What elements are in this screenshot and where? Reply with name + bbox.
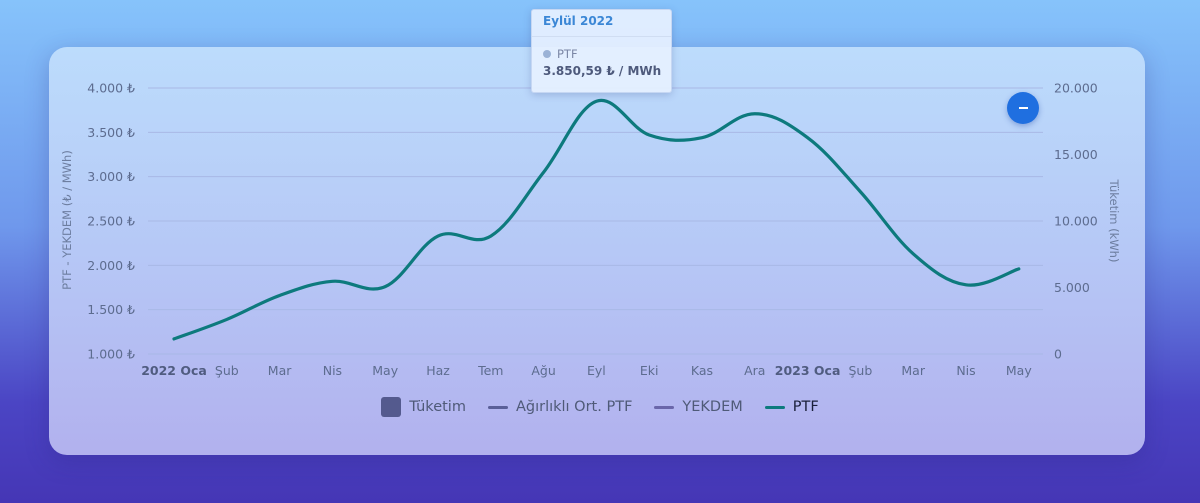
right-axis-ticks: 0 5.000 10.000 15.000 20.000 — [1054, 81, 1098, 362]
x-axis-tick-label: Ağu — [531, 363, 555, 378]
right-axis-tick-label: 10.000 — [1054, 214, 1098, 229]
x-axis-tick-label: 2022 Oca — [141, 363, 207, 378]
legend-item[interactable]: PTF — [764, 399, 819, 415]
x-axis-tick-label: Şub — [849, 363, 873, 378]
series-layer — [172, 98, 1021, 341]
legend-swatch — [487, 405, 508, 409]
right-axis-tick-label: 0 — [1054, 347, 1062, 362]
legend-item[interactable]: Tüketim — [381, 397, 466, 417]
tooltip-divider — [532, 36, 671, 37]
chart-legend: Tüketim Ağırlıklı Ort. PTF YEKDEM PTF — [0, 394, 1200, 420]
right-axis-tick-label: 15.000 — [1054, 147, 1098, 162]
tooltip-value: 3.850,59 ₺ / MWh — [543, 64, 662, 78]
tooltip-series-name: PTF — [557, 47, 578, 61]
left-axis-tick-label: 1.000 ₺ — [87, 347, 135, 362]
legend-label: Ağırlıklı Ort. PTF — [515, 399, 633, 415]
minus-icon — [1018, 107, 1028, 109]
series-line-ptf — [172, 98, 1021, 341]
data-tooltip: Eylül 2022 PTF 3.850,59 ₺ / MWh — [531, 9, 672, 93]
x-axis-tick-label: Haz — [426, 363, 450, 378]
x-axis-tick-label: Mar — [901, 363, 925, 378]
legend-label: PTF — [792, 399, 819, 415]
left-axis-title: PTF - YEKDEM (₺ / MWh) — [60, 150, 74, 290]
legend-item[interactable]: Ağırlıklı Ort. PTF — [487, 399, 633, 415]
right-axis-tick-label: 5.000 — [1054, 280, 1090, 295]
left-axis-tick-label: 2.000 ₺ — [87, 258, 135, 273]
right-axis-title: Tüketim (kWh) — [1107, 179, 1121, 263]
tooltip-series-dot — [543, 50, 551, 58]
legend-label: Tüketim — [409, 399, 466, 415]
x-axis-tick-label: Eki — [640, 363, 659, 378]
x-axis-tick-label: Kas — [691, 363, 713, 378]
tooltip-title: Eylül 2022 — [543, 14, 614, 28]
left-axis-tick-label: 2.500 ₺ — [87, 214, 135, 229]
collapse-button[interactable] — [1007, 92, 1039, 124]
x-axis-ticks: 2022 Oca Şub Mar Nis May Haz Tem Ağu Eyl Eki Kas Ar… — [141, 363, 1032, 378]
chart-card — [49, 47, 1145, 455]
x-axis-tick-label: May — [1006, 363, 1032, 378]
left-axis-tick-label: 1.500 ₺ — [87, 302, 135, 317]
x-axis-tick-label: Şub — [215, 363, 239, 378]
legend-swatch — [764, 405, 785, 409]
x-axis-tick-label: Nis — [323, 363, 342, 378]
legend-item[interactable]: YEKDEM — [654, 399, 743, 415]
tooltip-series-row: PTF — [532, 37, 671, 61]
x-axis-tick-label: May — [372, 363, 398, 378]
left-axis-tick-label: 3.000 ₺ — [87, 169, 135, 184]
x-axis-tick-label: Ara — [744, 363, 765, 378]
left-axis-ticks: 1.000 ₺ 1.500 ₺ 2.000 ₺ 2.500 ₺ 3.000 ₺ 3.500… — [87, 81, 135, 362]
x-axis-tick-label: Tem — [477, 363, 503, 378]
x-axis-tick-label: Mar — [268, 363, 292, 378]
x-axis-tick-label: 2023 Oca — [775, 363, 841, 378]
legend-label: YEKDEM — [682, 399, 743, 415]
legend-swatch — [381, 397, 402, 417]
legend-swatch — [654, 405, 675, 409]
left-axis-tick-label: 3.500 ₺ — [87, 125, 135, 140]
left-axis-tick-label: 4.000 ₺ — [87, 81, 135, 96]
gridlines — [148, 87, 1043, 355]
right-axis-tick-label: 20.000 — [1054, 81, 1098, 96]
x-axis-tick-label: Nis — [956, 363, 975, 378]
x-axis-tick-label: Eyl — [587, 363, 606, 378]
